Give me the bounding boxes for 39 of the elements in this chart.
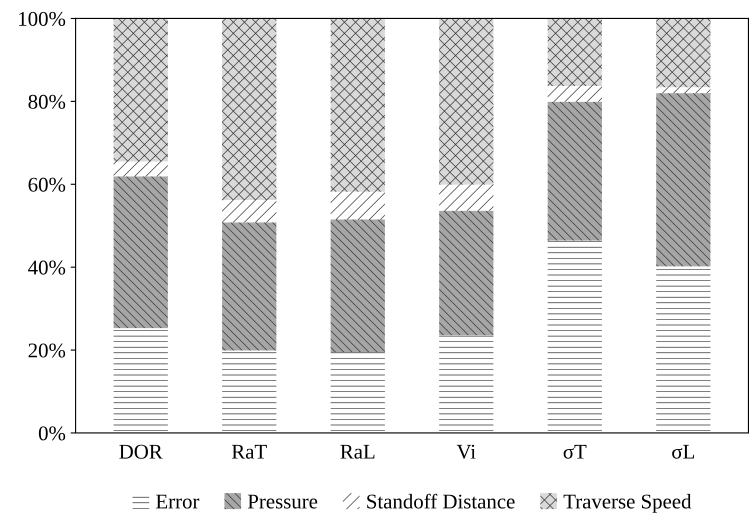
bar [439,335,494,433]
y-tick-label: 0% [38,426,66,440]
bar [330,18,385,192]
bar [330,220,385,352]
y-tick-label: 20% [28,343,66,358]
bar [114,161,168,176]
x-tick-label: σT [564,444,586,459]
x-tick-label: Vi [456,444,476,459]
y-tick-label: 80% [28,94,66,109]
bar [114,328,168,433]
bar [330,352,385,433]
legend-label: Traverse Speed [564,494,692,513]
legend-label: Error [156,494,200,509]
bar [114,176,168,328]
bar [330,192,385,220]
bar [548,18,602,86]
bar [439,184,494,211]
x-tick-label: RaL [340,444,374,459]
y-tick-label: 100% [19,12,66,26]
bar [656,87,710,94]
bar [439,210,494,336]
y-tick-label: 40% [28,260,66,275]
legend-label: Pressure [248,494,318,509]
bar [114,18,168,162]
bar [439,18,494,185]
bar [222,222,276,350]
y-tick-label: 60% [28,178,66,192]
legend-label: Standoff Distance [367,494,515,509]
bar [222,18,276,200]
bar [548,86,602,102]
bar [222,200,276,222]
x-tick-label: σL [672,444,694,459]
bar [656,93,710,266]
bar [656,18,710,88]
bar [548,240,602,433]
bar [222,350,276,433]
x-tick-label: RaT [232,444,267,459]
x-tick-label: DOR [119,444,163,459]
bar [548,102,602,241]
